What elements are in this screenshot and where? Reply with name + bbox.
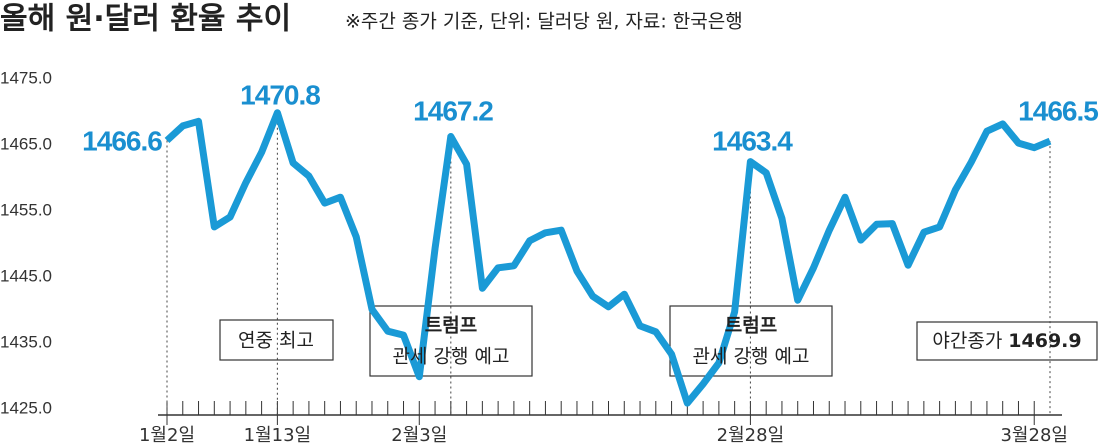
- annotation-text: 야간종가: [932, 330, 1002, 352]
- x-tick-label: 3월28일: [1000, 425, 1067, 446]
- annotation-box: [219, 319, 334, 361]
- chart-title: 올해 원·달러 환율 추이: [0, 2, 291, 37]
- y-tick-label: 1465.0: [0, 134, 52, 153]
- y-tick-label: 1475.0: [0, 68, 52, 87]
- chart-subtitle: ※주간 종가 기준, 단위: 달러당 원, 자료: 한국은행: [345, 11, 743, 33]
- value-label: 1470.8: [240, 79, 320, 110]
- value-label: 1466.5: [1018, 95, 1098, 126]
- x-tick-label: 1월2일: [139, 425, 195, 446]
- line-series: [164, 109, 1052, 407]
- value-label: 1467.2: [413, 95, 493, 126]
- annotation-text: 관세 강행 예고: [693, 346, 810, 368]
- value-label: 1463.4: [712, 125, 793, 156]
- y-tick-label: 1445.0: [0, 266, 52, 285]
- annotation-text: 트럼프: [425, 315, 477, 337]
- x-tick-label: 1월13일: [244, 425, 311, 446]
- annotation-text: 연중 최고: [238, 330, 314, 352]
- annotation-text: 관세 강행 예고: [393, 346, 510, 368]
- annotation-text: 야간종가 1469.9: [932, 330, 1081, 352]
- y-tick-label: 1425.0: [0, 398, 52, 417]
- y-tick-label: 1455.0: [0, 200, 52, 219]
- annotation-box: [369, 305, 533, 377]
- annotation-box: [916, 321, 1098, 361]
- y-tick-label: 1435.0: [0, 332, 52, 351]
- annotation-text: 트럼프: [725, 315, 777, 337]
- value-label: 1466.6: [82, 125, 162, 156]
- x-tick-label: 2월3일: [391, 425, 447, 446]
- annotation-text: 1469.9: [1008, 330, 1081, 352]
- annotation-box: [669, 305, 833, 377]
- x-tick-label: 2월28일: [717, 425, 784, 446]
